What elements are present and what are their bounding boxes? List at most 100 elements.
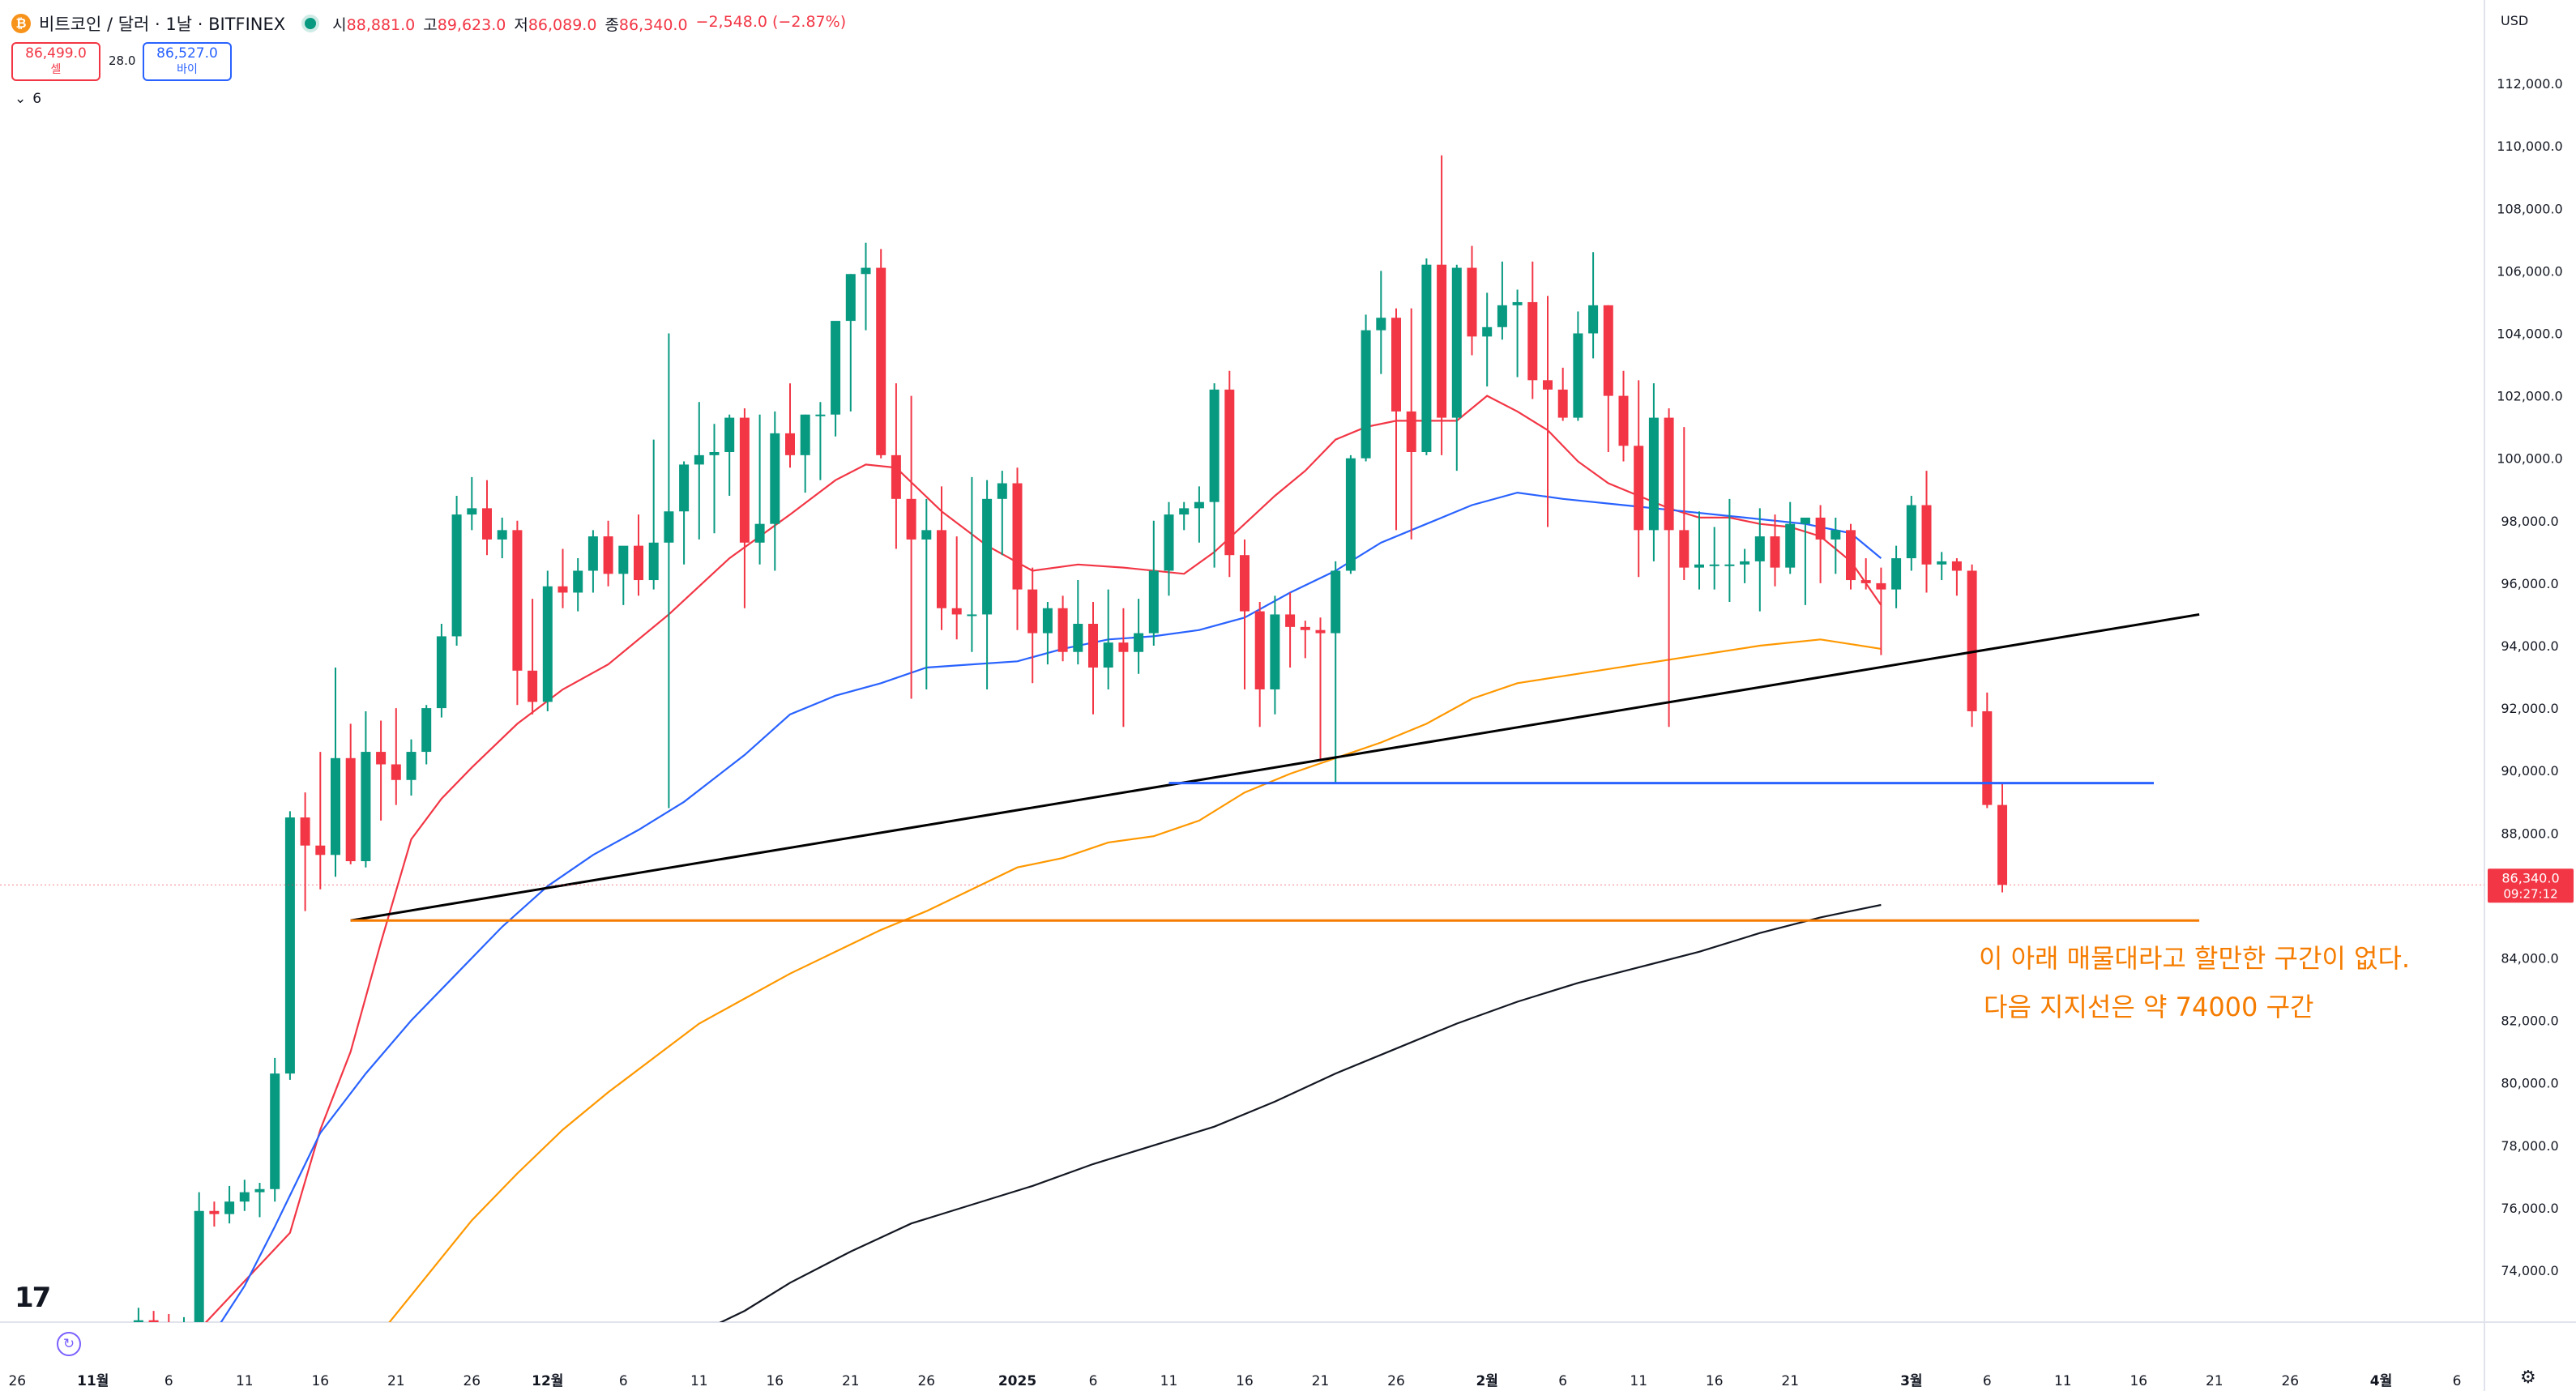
candle-body [1088,624,1098,668]
candle-body [1634,446,1644,531]
candle-body [982,498,993,615]
candle-body [1921,505,1932,565]
candle [1406,308,1416,540]
candle [1679,427,1690,581]
candle [770,411,780,571]
indicator-count: 6 [32,91,42,107]
x-tick-label: 16 [1236,1373,1254,1389]
candle [1240,539,1250,689]
candle [1467,245,1477,356]
ema-line [220,491,1882,1322]
annotation-note-1[interactable]: 이 아래 매물대라고 할만한 구간이 없다. [1979,943,2411,974]
candle [1451,264,1462,471]
sell-price: 86,499.0 [25,45,87,62]
candle [1709,527,1719,590]
x-tick-label: 26 [463,1373,481,1389]
candle-body [1860,580,1871,583]
candle-body [376,752,387,765]
x-tick-label: 2월 [1476,1373,1497,1389]
candle-body [497,530,507,540]
candle [1906,495,1916,571]
candle-body [451,514,462,637]
candle-body [148,1320,159,1322]
high-key: 고 [423,15,438,34]
candle [1345,454,1356,574]
candle [542,570,553,711]
candle-body [421,708,432,753]
candle [679,461,690,565]
y-tick-label: 110,000.0 [2497,139,2562,154]
candle [1300,621,1310,659]
candle [331,667,340,877]
x-tick-label: 6 [2453,1373,2462,1389]
x-tick-label: 16 [2130,1373,2147,1389]
candle-body [709,451,720,455]
candle-body [1012,483,1023,590]
candle-body [1557,389,1568,418]
price-axis: 74,000.0 76,000.0 78,000.0 80,000.0 82,000.0… [2497,76,2562,1278]
sell-button[interactable]: 86,499.0 셀 [11,42,100,81]
tradingview-logo-icon[interactable]: 17 [15,1282,51,1314]
candle [1876,567,1886,655]
x-tick-label: 6 [619,1373,628,1389]
y-tick-label: 94,000.0 [2501,638,2558,654]
candle-body [739,417,750,543]
candle [724,414,735,496]
candle-body [1754,536,1765,561]
candle [1497,261,1507,340]
candle-body [528,670,538,702]
candle [800,414,810,493]
gear-icon[interactable]: ⚙ [2520,1368,2536,1388]
buy-label: 바이 [177,63,198,76]
candle-body [512,530,523,671]
candle-body [1300,626,1310,630]
x-tick-label: 6 [1558,1373,1567,1389]
candle [1937,552,1947,581]
candle-body [270,1073,280,1189]
buy-button[interactable]: 86,527.0 바이 [143,42,232,81]
candle [573,558,583,612]
countdown-timer: 09:27:12 [2503,886,2557,901]
candle-body [876,267,886,455]
x-tick-label: 16 [311,1373,329,1389]
candle [148,1311,159,1322]
candle [997,471,1007,556]
candle [1073,580,1083,665]
candle [921,498,932,689]
candle-body [967,614,977,617]
trendline [350,612,2200,922]
open-value: 88,881.0 [346,15,416,34]
candle [1694,511,1704,590]
currency-label[interactable]: USD [2501,13,2529,28]
candle-body [1800,517,1810,524]
candle [133,1308,143,1322]
candle-body [1785,523,1796,568]
refresh-icon[interactable]: ↻ [57,1332,81,1356]
annotation-note-2[interactable]: 다음 지지선은 약 74000 구간 [1984,992,2314,1022]
candle [300,792,310,911]
candlesticks [133,155,2007,1322]
moving-averages [204,395,1882,1322]
bitcoin-icon: ₿ [11,14,31,33]
candle-body [1664,417,1674,531]
x-tick-label: 21 [842,1373,860,1389]
symbol-title[interactable]: 비트코인 / 달러 · 1날 · BITFINEX [39,15,286,34]
candle [239,1180,250,1211]
candle [1967,564,1977,728]
candle-body [1891,558,1902,590]
candle [1648,383,1659,561]
candle [1557,367,1568,421]
candle-body [1951,561,1962,571]
symbol-header[interactable]: ₿ 비트코인 / 달러 · 1날 · BITFINEX 시88,881.0 고8… [11,10,846,37]
x-tick-label: 26 [2281,1373,2299,1389]
y-tick-label: 82,000.0 [2501,1013,2558,1029]
candle [1618,370,1629,462]
candle-body [1027,589,1038,634]
ema-line [388,638,1882,1322]
x-tick-label: 26 [917,1373,935,1389]
candle [1209,383,1220,568]
ema-line [204,395,1882,1322]
candle [1800,517,1810,605]
indicators-toggle[interactable]: ⌄ 6 [15,91,41,107]
